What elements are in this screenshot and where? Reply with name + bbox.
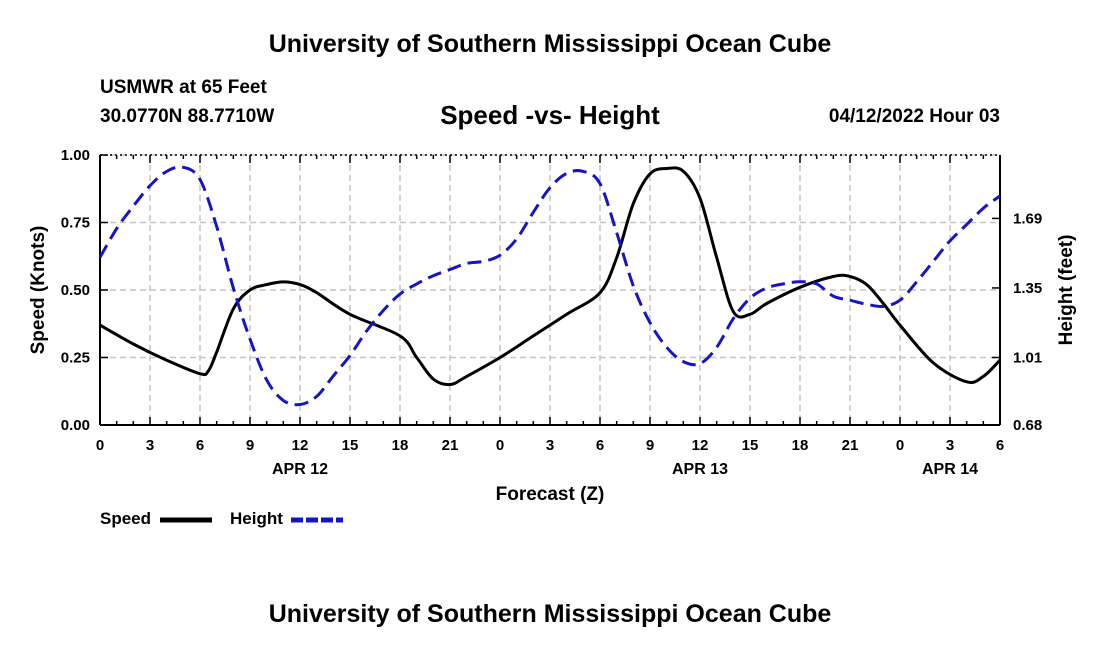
y2-tick-label: 1.01 — [1013, 350, 1042, 367]
x-tick-label: 21 — [442, 437, 459, 454]
y2-axis-title: Height (feet) — [1056, 235, 1077, 346]
x-tick-label: 3 — [546, 437, 554, 454]
x-tick-label: 3 — [946, 437, 954, 454]
x-tick-label: 18 — [392, 437, 409, 454]
x-tick-label: 0 — [496, 437, 504, 454]
x-tick-label: 3 — [146, 437, 154, 454]
y-tick-label: 1.00 — [61, 147, 90, 164]
x-tick-label: 12 — [692, 437, 709, 454]
x-tick-label: 15 — [342, 437, 359, 454]
y-axis-title: Speed (Knots) — [28, 226, 49, 355]
coordinates-label: 30.0770N 88.7710W — [100, 106, 275, 127]
x-tick-label: 15 — [742, 437, 759, 454]
y-tick-label: 0.50 — [61, 282, 90, 299]
series-line-speed — [99, 166, 1002, 387]
y2-tick-label: 1.35 — [1013, 280, 1042, 297]
date-label: APR 14 — [922, 461, 978, 478]
series-line-height — [98, 165, 1001, 407]
legend-height-label: Height — [230, 509, 283, 528]
x-tick-label: 6 — [596, 437, 604, 454]
datetime-label: 04/12/2022 Hour 03 — [828, 106, 1000, 127]
y-tick-label: 0.25 — [61, 350, 90, 367]
date-label: APR 12 — [272, 461, 328, 478]
x-tick-label: 0 — [896, 437, 904, 454]
x-tick-label: 21 — [842, 437, 859, 454]
page-title-bottom: University of Southern Mississippi Ocean… — [268, 600, 832, 628]
chart-title: Speed -vs- Height — [440, 100, 660, 130]
x-tick-label: 9 — [246, 437, 254, 454]
y2-tick-label: 1.69 — [1013, 210, 1042, 227]
y-tick-label: 0.00 — [61, 417, 90, 434]
x-tick-label: 12 — [292, 437, 309, 454]
x-tick-label: 6 — [196, 437, 204, 454]
date-label: APR 13 — [672, 461, 728, 478]
x-tick-label: 9 — [646, 437, 654, 454]
x-tick-label: 0 — [96, 437, 104, 454]
x-tick-label: 6 — [996, 437, 1004, 454]
x-tick-label: 18 — [792, 437, 809, 454]
y2-tick-label: 0.68 — [1013, 417, 1042, 434]
station-label: USMWR at 65 Feet — [100, 77, 267, 98]
y-tick-label: 0.75 — [61, 215, 90, 232]
x-axis-title: Forecast (Z) — [496, 484, 605, 505]
legend-speed-label: Speed — [100, 509, 152, 528]
page-title: University of Southern Mississippi Ocean… — [268, 30, 832, 58]
